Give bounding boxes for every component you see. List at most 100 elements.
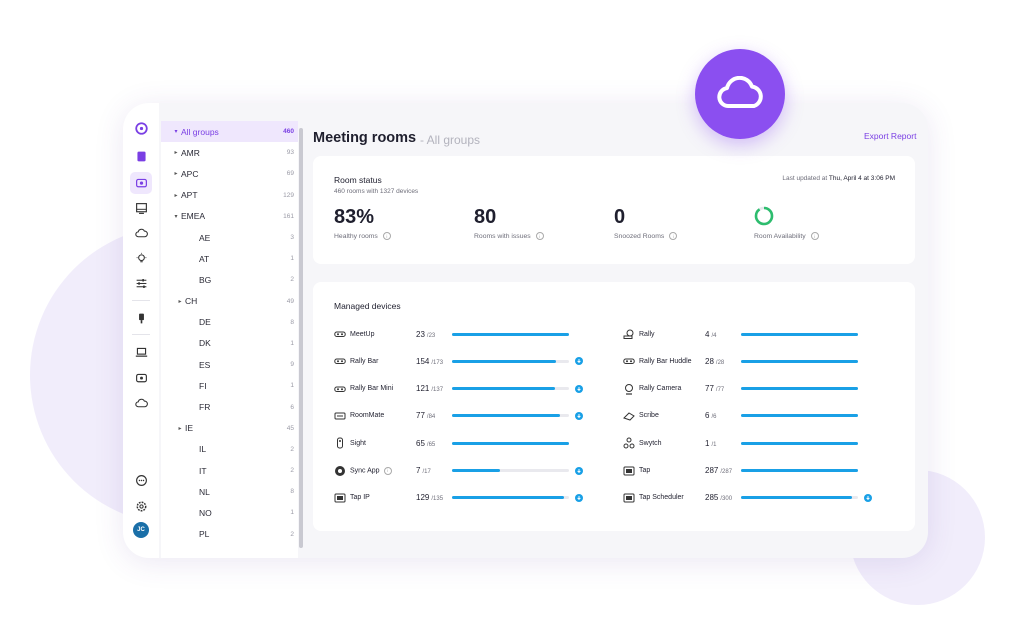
lightbulb-icon[interactable] <box>132 249 150 267</box>
download-update-icon[interactable] <box>864 493 872 502</box>
chevron-down-icon[interactable]: ▾ <box>174 213 178 220</box>
download-update-icon[interactable] <box>575 384 583 393</box>
device-row-rally-bar[interactable]: Rally Bar 154/173 <box>334 354 583 368</box>
avatar[interactable]: JC <box>133 522 149 538</box>
devices-icon[interactable] <box>132 369 150 387</box>
device-row-scribe[interactable]: Scribe 6/6 <box>623 409 858 423</box>
snoozed-rooms-stat[interactable]: 0 Snoozed Rooms i <box>614 206 678 240</box>
chevron-down-icon[interactable]: ▾ <box>174 129 178 136</box>
info-icon[interactable]: i <box>669 232 678 240</box>
support-icon[interactable] <box>132 471 150 489</box>
device-progress-fill <box>741 441 858 445</box>
tree-item-apt[interactable]: ▸ APT 129 <box>161 185 298 206</box>
device-total-count: /137 <box>431 387 444 394</box>
chevron-right-icon[interactable]: ▸ <box>174 171 178 178</box>
tree-scrollbar[interactable] <box>299 128 303 548</box>
swytch-icon <box>623 437 635 449</box>
device-row-tap-ip[interactable]: Tap IP 129/135 <box>334 491 583 505</box>
device-row-sight[interactable]: Sight 65/65 <box>334 436 569 450</box>
tree-item-ie[interactable]: ▸ IE 45 <box>161 418 298 439</box>
scribe-icon <box>623 410 635 422</box>
tree-item-dk[interactable]: DK 1 <box>161 333 298 354</box>
download-update-icon[interactable] <box>575 466 583 475</box>
healthy-rooms-stat[interactable]: 83% Healthy rooms i <box>334 206 391 240</box>
settings-icon[interactable] <box>132 497 150 515</box>
device-row-roommate[interactable]: RoomMate 77/84 <box>334 409 583 423</box>
room-availability-stat[interactable]: Room Availability i <box>754 206 819 240</box>
info-icon[interactable]: i <box>383 466 392 475</box>
tree-item-fr[interactable]: FR 6 <box>161 396 298 417</box>
tree-item-at[interactable]: AT 1 <box>161 248 298 269</box>
tree-item-nl[interactable]: NL 8 <box>161 481 298 502</box>
sliders-icon[interactable] <box>132 274 150 292</box>
device-total-count: /287 <box>720 469 733 475</box>
device-name-text: Rally <box>639 330 655 338</box>
rooms-icon[interactable] <box>130 172 152 194</box>
device-row-rally-camera[interactable]: Rally Camera 77/77 <box>623 382 858 396</box>
device-count: 7/17 <box>416 466 452 475</box>
tree-item-count: 8 <box>290 488 294 496</box>
export-report-link[interactable]: Export Report <box>864 131 917 141</box>
device-online-count: 65 <box>416 438 425 448</box>
device-row-swytch[interactable]: Swytch 1/1 <box>623 436 858 450</box>
tree-item-il[interactable]: IL 2 <box>161 439 298 460</box>
download-update-icon[interactable] <box>575 357 583 366</box>
tree-item-amr[interactable]: ▸ AMR 93 <box>161 142 298 163</box>
device-progress-bar <box>452 387 569 391</box>
monitor-icon[interactable] <box>132 199 150 217</box>
device-row-rally[interactable]: Rally 4/4 <box>623 327 858 341</box>
info-icon[interactable]: i <box>382 232 391 240</box>
camera-bar-icon <box>334 383 346 395</box>
device-row-tap[interactable]: Tap 287/287 <box>623 464 858 478</box>
plugin-icon[interactable] <box>132 309 150 327</box>
device-row-rally-bar-huddle[interactable]: Rally Bar Huddle 28/28 <box>623 354 858 368</box>
healthy-rooms-label: Healthy rooms <box>334 232 378 240</box>
logo-icon[interactable] <box>132 119 150 137</box>
device-count: 121/137 <box>416 384 452 393</box>
cloud-icon[interactable] <box>132 224 150 242</box>
chevron-right-icon[interactable]: ▸ <box>178 298 182 305</box>
chevron-right-icon[interactable]: ▸ <box>178 425 182 432</box>
device-progress-bar <box>741 441 858 445</box>
tree-item-ae[interactable]: AE 3 <box>161 227 298 248</box>
device-progress-fill <box>452 441 569 445</box>
device-row-meetup[interactable]: MeetUp 23/23 <box>334 327 569 341</box>
device-progress-fill <box>741 469 858 472</box>
book-icon[interactable] <box>132 147 150 165</box>
device-count: 154/173 <box>416 357 452 366</box>
device-name-text: Sight <box>350 439 366 447</box>
tree-item-de[interactable]: DE 8 <box>161 312 298 333</box>
cloud-icon[interactable] <box>132 394 150 412</box>
download-update-icon[interactable] <box>575 411 583 420</box>
tree-item-count: 3 <box>290 234 294 242</box>
device-progress-fill <box>452 414 560 418</box>
rooms-with-issues-stat[interactable]: 80 Rooms with issues i <box>474 206 544 240</box>
device-row-tap-scheduler[interactable]: Tap Scheduler 285/300 <box>623 491 872 505</box>
tree-item-bg[interactable]: BG 2 <box>161 269 298 290</box>
chevron-right-icon[interactable]: ▸ <box>174 192 178 199</box>
device-row-rally-bar-mini[interactable]: Rally Bar Mini 121/137 <box>334 382 583 396</box>
tree-item-all-groups[interactable]: ▾ All groups 460 <box>161 121 298 143</box>
device-name-text: Rally Camera <box>639 385 682 393</box>
laptop-icon[interactable] <box>132 343 150 361</box>
page-subtitle: - All groups <box>420 133 481 147</box>
chevron-right-icon[interactable]: ▸ <box>174 150 178 157</box>
download-update-icon[interactable] <box>575 493 583 502</box>
info-icon[interactable]: i <box>535 232 544 240</box>
tree-item-count: 1 <box>290 509 294 517</box>
tree-item-apc[interactable]: ▸ APC 69 <box>161 163 298 184</box>
tree-item-es[interactable]: ES 9 <box>161 354 298 375</box>
tree-item-no[interactable]: NO 1 <box>161 502 298 523</box>
device-progress-fill <box>741 359 858 363</box>
tree-item-emea[interactable]: ▾ EMEA 161 <box>161 206 298 227</box>
device-row-sync-app[interactable]: Sync App i 7/17 <box>334 464 583 478</box>
tree-item-label: ES <box>199 359 211 370</box>
tree-item-count: 129 <box>283 191 294 199</box>
tree-item-pl[interactable]: PL 2 <box>161 524 298 545</box>
device-total-count: /23 <box>426 332 436 339</box>
tree-item-fi[interactable]: FI 1 <box>161 375 298 396</box>
tree-item-it[interactable]: IT 2 <box>161 460 298 481</box>
info-icon[interactable]: i <box>810 232 819 240</box>
tree-item-ch[interactable]: ▸ CH 49 <box>161 291 298 312</box>
device-total-count: /77 <box>715 387 725 394</box>
